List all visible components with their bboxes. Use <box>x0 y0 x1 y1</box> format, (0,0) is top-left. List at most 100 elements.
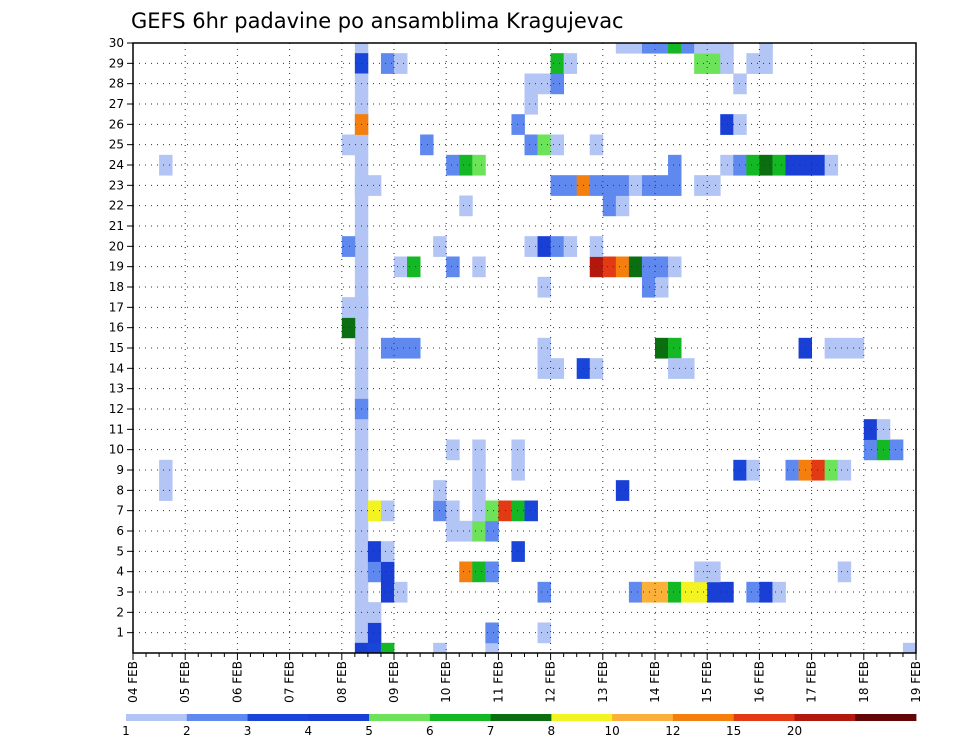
heat-cell <box>394 53 408 74</box>
heat-cell <box>759 53 773 74</box>
heat-cell <box>511 541 525 562</box>
colorbar-swatch <box>855 714 917 721</box>
heat-cell <box>759 581 773 603</box>
heat-cell <box>159 154 173 176</box>
x-tick-label: 16 FEB <box>752 661 766 703</box>
y-tick-label: 22 <box>109 199 124 213</box>
x-tick-label: 06 FEB <box>230 661 244 703</box>
y-tick-label: 8 <box>116 483 124 497</box>
heat-cell <box>159 459 173 481</box>
heat-cell <box>668 175 682 196</box>
heat-cell <box>615 256 630 278</box>
heat-cell <box>707 561 721 583</box>
heat-cell <box>524 236 538 257</box>
cells-layer <box>159 43 917 654</box>
heat-cell <box>720 114 734 135</box>
heat-cell <box>537 358 551 379</box>
heat-cell <box>550 236 565 257</box>
colorbar-swatch <box>612 714 674 721</box>
colorbar-label: 15 <box>726 724 741 738</box>
heat-cell <box>472 561 486 583</box>
heat-cell <box>380 561 395 583</box>
x-tick-label: 18 FEB <box>857 661 871 703</box>
heat-cell <box>602 175 617 196</box>
heat-cell <box>367 541 382 562</box>
colorbar-label: 1 <box>122 724 130 738</box>
heat-cell <box>354 642 369 654</box>
y-tick-label: 30 <box>109 36 124 50</box>
heat-cell <box>746 581 760 603</box>
heat-cell <box>694 561 708 583</box>
heat-cell <box>589 134 604 156</box>
x-tick-label: 13 FEB <box>596 661 610 703</box>
heat-cell <box>485 561 499 583</box>
heat-cell <box>668 154 682 176</box>
heat-cell <box>785 154 799 176</box>
heat-cell <box>537 581 551 603</box>
heat-cell <box>537 337 551 359</box>
colorbar-swatch <box>429 714 492 721</box>
heat-cell <box>628 581 643 603</box>
heat-cell <box>837 561 852 583</box>
heat-cell <box>759 43 773 54</box>
heat-cell <box>550 73 565 95</box>
y-tick-label: 11 <box>109 422 124 436</box>
y-tick-label: 1 <box>116 626 124 640</box>
heat-cell <box>615 175 630 196</box>
y-tick-label: 15 <box>109 341 124 355</box>
heat-cell <box>641 581 656 603</box>
x-tick-label: 05 FEB <box>178 661 192 703</box>
heat-cell <box>472 459 486 481</box>
heat-cell <box>472 480 486 501</box>
x-tick-label: 09 FEB <box>387 661 401 703</box>
colorbar-label: 20 <box>787 724 802 738</box>
heat-cell <box>563 53 578 74</box>
y-axis: 1234567891011121314151617181920212223242… <box>109 36 133 640</box>
heat-cell <box>668 358 682 379</box>
heat-cell <box>707 53 721 74</box>
y-tick-label: 20 <box>109 239 124 253</box>
heat-cell <box>380 53 395 74</box>
heat-cell <box>380 337 395 359</box>
colorbar-swatch <box>672 714 735 721</box>
y-tick-label: 2 <box>116 605 124 619</box>
heat-cell <box>367 602 382 623</box>
heat-cell <box>837 459 852 481</box>
heat-cell <box>707 175 721 196</box>
heat-cell <box>472 154 486 176</box>
colorbar-swatch <box>126 714 188 721</box>
x-tick-label: 10 FEB <box>439 661 453 703</box>
heat-cell <box>394 256 408 278</box>
heat-cell <box>824 154 839 176</box>
colorbar-label: 12 <box>665 724 680 738</box>
heat-cell <box>746 53 760 74</box>
heat-cell <box>746 459 760 481</box>
y-tick-label: 27 <box>109 97 124 111</box>
heat-cell <box>811 459 826 481</box>
heat-cell <box>655 43 669 54</box>
y-tick-label: 29 <box>109 56 124 70</box>
x-tick-label: 08 FEB <box>335 661 349 703</box>
heat-cell <box>615 480 630 501</box>
heat-cell <box>537 73 551 95</box>
heat-cell <box>589 358 604 379</box>
colorbar-swatch <box>369 714 431 721</box>
heat-cell <box>681 43 695 54</box>
heat-cell <box>589 256 604 278</box>
colorbar-swatch <box>490 714 552 721</box>
y-tick-label: 9 <box>116 463 124 477</box>
heat-cell <box>341 297 356 318</box>
heat-cell <box>472 520 486 542</box>
heat-cell <box>681 581 695 603</box>
heat-cell <box>407 256 421 278</box>
heat-cell <box>550 53 565 74</box>
heat-cell <box>459 195 473 217</box>
heat-cell <box>759 154 773 176</box>
heat-cell <box>537 134 551 156</box>
heat-cell <box>641 276 656 298</box>
y-tick-label: 16 <box>109 321 124 335</box>
heat-cell <box>668 337 682 359</box>
heat-cell <box>472 500 486 522</box>
heat-cell <box>367 561 382 583</box>
heat-cell <box>367 642 382 654</box>
